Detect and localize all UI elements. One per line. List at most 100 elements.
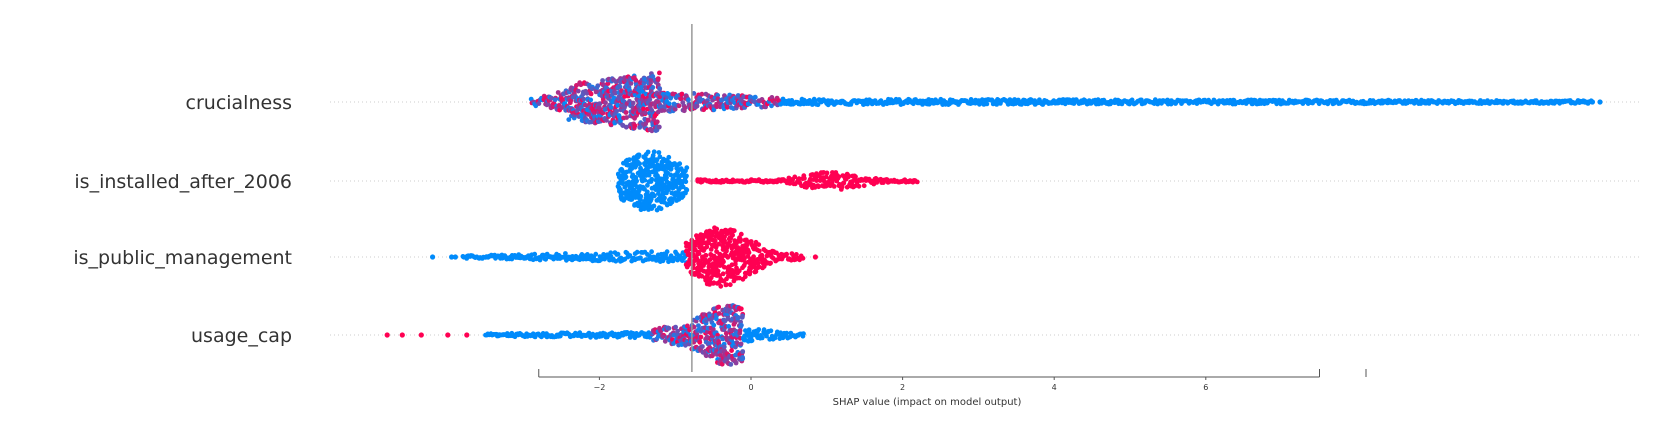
data-point — [636, 152, 642, 158]
data-point — [738, 231, 744, 237]
data-point — [656, 150, 662, 155]
x-tick-label: −2 — [594, 383, 606, 392]
data-point — [735, 315, 741, 320]
data-point — [709, 233, 715, 239]
data-point — [722, 238, 727, 244]
data-point — [724, 282, 729, 287]
data-point — [579, 252, 585, 257]
x-tick-label: 0 — [748, 383, 753, 392]
data-point — [668, 253, 674, 259]
data-point — [716, 241, 722, 247]
feature-label: is_installed_after_2006 — [74, 171, 292, 193]
data-point — [787, 181, 793, 186]
data-point — [686, 97, 691, 103]
data-point — [464, 332, 470, 338]
data-point — [746, 327, 752, 333]
data-point — [643, 121, 649, 127]
data-point — [756, 327, 762, 332]
data-point — [716, 339, 721, 344]
data-point — [794, 252, 799, 257]
data-point — [648, 77, 654, 83]
data-point — [685, 323, 690, 329]
data-point — [677, 161, 683, 167]
data-point — [721, 344, 727, 350]
data-point — [675, 328, 680, 334]
data-point — [756, 242, 762, 248]
data-point — [666, 101, 672, 106]
data-point — [593, 251, 599, 257]
data-point — [700, 344, 705, 349]
data-point — [430, 254, 436, 260]
data-point — [730, 232, 735, 238]
data-point — [824, 170, 830, 176]
data-point — [684, 165, 690, 171]
data-point — [616, 181, 622, 186]
data-point — [622, 184, 628, 190]
data-point — [699, 91, 705, 97]
data-point — [744, 243, 750, 248]
data-point — [657, 86, 662, 91]
data-point — [853, 174, 858, 180]
data-point — [796, 176, 802, 182]
data-point — [615, 103, 621, 108]
data-point — [683, 179, 689, 185]
data-point — [747, 269, 753, 275]
data-point — [645, 189, 650, 195]
data-point — [734, 240, 739, 246]
data-point — [694, 103, 700, 109]
data-point — [418, 332, 424, 338]
data-point — [1582, 99, 1588, 105]
data-point — [614, 108, 619, 114]
data-point — [742, 255, 747, 261]
data-point — [801, 331, 806, 337]
feature-row: usage_cap — [191, 303, 1640, 367]
data-point — [750, 255, 756, 261]
data-point — [608, 105, 614, 110]
data-point — [662, 338, 668, 344]
data-point — [552, 97, 558, 103]
data-point — [716, 311, 722, 316]
data-point — [704, 335, 710, 341]
data-point — [707, 257, 713, 262]
data-point — [585, 252, 590, 257]
data-point — [727, 282, 733, 288]
data-point — [588, 91, 594, 97]
data-point — [718, 283, 724, 289]
data-point — [638, 197, 643, 203]
data-point — [684, 173, 689, 179]
data-point — [648, 196, 654, 202]
data-point — [683, 342, 688, 348]
data-point — [711, 107, 717, 113]
data-point — [733, 344, 738, 350]
data-point — [752, 94, 758, 100]
data-point — [666, 154, 672, 160]
data-point — [589, 86, 595, 92]
data-point — [816, 184, 821, 190]
data-point — [764, 333, 769, 339]
data-point — [739, 314, 745, 320]
data-point — [668, 166, 674, 172]
data-point — [1194, 101, 1200, 106]
feature-row: is_public_management — [73, 225, 1640, 289]
data-point — [641, 106, 646, 112]
data-point — [740, 355, 745, 360]
data-point — [445, 332, 451, 338]
data-point — [784, 330, 790, 336]
data-point — [649, 128, 655, 134]
data-point — [638, 255, 643, 261]
data-point — [628, 81, 634, 86]
data-point — [664, 249, 670, 255]
data-point — [994, 102, 1000, 107]
data-point — [729, 348, 734, 353]
data-point — [719, 361, 725, 367]
data-point — [616, 83, 622, 89]
data-point — [618, 187, 623, 193]
data-point — [656, 124, 662, 130]
data-point — [613, 90, 618, 96]
data-point — [712, 238, 718, 244]
data-point — [723, 331, 729, 336]
data-point — [720, 271, 726, 277]
data-point — [714, 104, 720, 110]
data-point — [605, 81, 611, 86]
data-point — [581, 96, 587, 102]
